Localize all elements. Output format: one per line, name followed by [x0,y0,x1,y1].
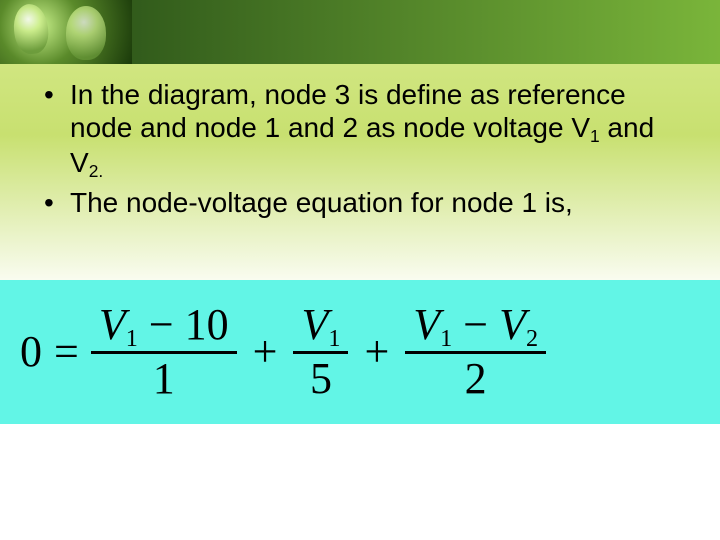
eq-t1-rhs: 10 [185,300,229,349]
eq-t1-sub: 1 [126,325,138,352]
eq-term-3-den: 2 [457,354,495,402]
eq-t3-sub1: 1 [440,325,452,352]
eq-plus-1: + [243,326,288,377]
lightbulb-icon [0,0,132,64]
content-area: In the diagram, node 3 is define as refe… [44,78,676,223]
eq-t1-var: V [99,300,126,349]
eq-term-1-num: V1 − 10 [91,302,237,354]
eq-t2-sub: 1 [328,325,340,352]
slide: In the diagram, node 3 is define as refe… [0,0,720,540]
equation: 0 = V1 − 10 1 + V1 5 + V1 − V2 2 [14,302,552,402]
bullet-1-text-a: In the diagram, node 3 is define as refe… [70,79,626,143]
eq-term-3: V1 − V2 2 [405,302,546,402]
bullet-item-2: The node-voltage equation for node 1 is, [44,186,676,219]
eq-plus-2: + [354,326,399,377]
eq-lhs: 0 [14,326,48,377]
eq-t1-op: − [138,300,185,349]
eq-term-1: V1 − 10 1 [91,302,237,402]
eq-t3-var2: V [499,300,526,349]
bullet-1-sub-1: 1 [590,126,600,146]
eq-equals: = [48,326,85,377]
eq-term-3-num: V1 − V2 [405,302,546,354]
eq-t2-var: V [301,300,328,349]
eq-term-2-num: V1 [293,302,348,354]
eq-t3-op: − [452,300,499,349]
eq-term-2-den: 5 [302,354,340,402]
eq-t3-sub2: 2 [526,325,538,352]
eq-term-1-den: 1 [145,354,183,402]
bullet-list: In the diagram, node 3 is define as refe… [44,78,676,219]
equation-box: 0 = V1 − 10 1 + V1 5 + V1 − V2 2 [0,280,720,424]
bullet-item-1: In the diagram, node 3 is define as refe… [44,78,676,182]
eq-t3-var1: V [413,300,440,349]
bullet-2-text: The node-voltage equation for node 1 is, [70,187,573,218]
eq-term-2: V1 5 [293,302,348,402]
header-strip [0,0,720,64]
bullet-1-sub-2: 2. [89,161,103,181]
